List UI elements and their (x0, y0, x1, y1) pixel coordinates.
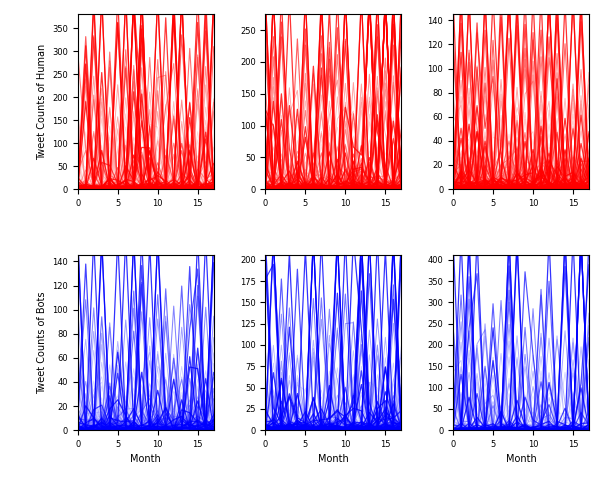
Y-axis label: Tweet Counts of Human: Tweet Counts of Human (36, 43, 47, 160)
X-axis label: Month: Month (506, 455, 536, 465)
Y-axis label: Tweet Counts of Bots: Tweet Counts of Bots (36, 292, 47, 394)
X-axis label: Month: Month (318, 455, 349, 465)
X-axis label: Month: Month (130, 455, 161, 465)
